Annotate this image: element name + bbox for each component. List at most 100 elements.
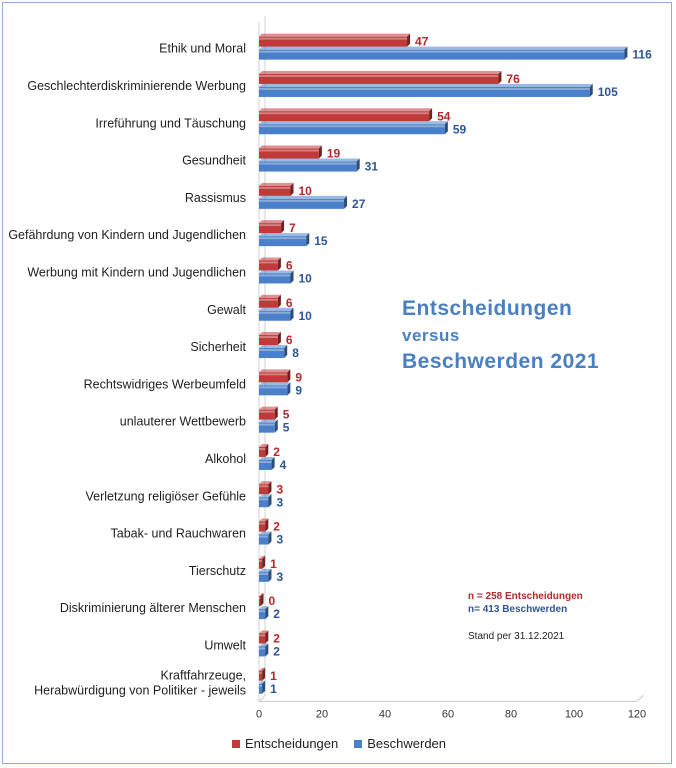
- legend-label-beschwerden: Beschwerden: [367, 736, 447, 751]
- category-label: Umwelt: [204, 638, 246, 652]
- bar-entscheidungen: [259, 33, 411, 47]
- legend: Entscheidungen Beschwerden: [232, 736, 446, 751]
- bar-beschwerden: [259, 456, 275, 470]
- x-tick-label: 120: [628, 708, 646, 720]
- bar-beschwerden: [259, 83, 593, 97]
- legend-swatch-beschwerden: [354, 739, 363, 748]
- value-label-entscheidungen: 6: [286, 296, 293, 310]
- value-label-beschwerden: 105: [598, 85, 618, 99]
- category-label: Rechtswidriges Werbeumfeld: [84, 377, 246, 391]
- bar-beschwerden: [259, 121, 448, 135]
- value-label-beschwerden: 9: [295, 383, 302, 397]
- value-label-entscheidungen: 6: [286, 333, 293, 347]
- value-label-entscheidungen: 54: [437, 109, 451, 123]
- value-label-beschwerden: 3: [276, 495, 283, 509]
- bar-entscheidungen: [259, 257, 281, 271]
- value-label-beschwerden: 10: [299, 309, 313, 323]
- bar-entscheidungen: [259, 555, 266, 569]
- legend-beschwerden: Beschwerden: [354, 736, 446, 751]
- value-label-entscheidungen: 2: [273, 631, 280, 645]
- category-label: Sicherheit: [190, 340, 246, 354]
- value-label-beschwerden: 59: [453, 122, 467, 136]
- value-label-beschwerden: 2: [273, 607, 280, 621]
- category-label: Diskriminierung älterer Menschen: [60, 601, 246, 615]
- bar-beschwerden: [259, 233, 310, 247]
- bar-beschwerden: [259, 270, 294, 284]
- value-label-entscheidungen: 0: [269, 594, 276, 608]
- bar-entscheidungen: [259, 108, 433, 122]
- bar-entscheidungen: [259, 481, 272, 495]
- category-label: Verletzung religiöser Gefühle: [85, 489, 246, 503]
- value-label-entscheidungen: 2: [273, 520, 280, 534]
- category-label: Kraftfahrzeuge,: [161, 668, 246, 682]
- title-line-2: versus: [402, 326, 460, 345]
- bar-entscheidungen: [259, 593, 264, 607]
- value-label-beschwerden: 8: [292, 346, 299, 360]
- bar-beschwerden: [259, 643, 269, 657]
- category-label: Alkohol: [205, 452, 246, 466]
- legend-entscheidungen: Entscheidungen: [232, 736, 338, 751]
- value-label-beschwerden: 1: [270, 682, 277, 696]
- value-label-beschwerden: 15: [314, 234, 328, 248]
- chart-title: Entscheidungen versus Beschwerden 2021: [402, 296, 599, 376]
- beschwerden-total: n= 413 Beschwerden: [468, 604, 568, 615]
- value-label-entscheidungen: 7: [289, 221, 296, 235]
- value-label-entscheidungen: 5: [283, 408, 290, 422]
- value-label-beschwerden: 3: [276, 533, 283, 547]
- bar-beschwerden: [259, 46, 628, 60]
- category-label: Gewalt: [207, 303, 246, 317]
- bar-entscheidungen: [259, 220, 285, 234]
- value-label-beschwerden: 3: [276, 570, 283, 584]
- x-axis-depth: [636, 695, 644, 702]
- category-label: Ethik und Moral: [159, 42, 246, 56]
- stand-date: Stand per 31.12.2021: [468, 631, 565, 642]
- entscheidungen-total: n = 258 Entscheidungen: [468, 591, 583, 602]
- x-tick-label: 60: [442, 708, 454, 720]
- value-label-entscheidungen: 2: [273, 445, 280, 459]
- category-label: Gefährdung von Kindern und Jugendlichen: [8, 228, 246, 242]
- value-label-entscheidungen: 19: [327, 147, 341, 161]
- bar-beschwerden: [259, 382, 291, 396]
- x-tick-label: 80: [505, 708, 517, 720]
- value-label-beschwerden: 4: [280, 458, 287, 472]
- bar-beschwerden: [259, 195, 348, 209]
- x-tick-label: 40: [379, 708, 391, 720]
- bar-entscheidungen: [259, 182, 294, 196]
- category-label: unlauterer Wettbewerb: [120, 415, 246, 429]
- value-label-beschwerden: 10: [299, 271, 313, 285]
- bar-beschwerden: [259, 307, 294, 321]
- bar-entscheidungen: [259, 667, 266, 681]
- value-label-beschwerden: 5: [283, 421, 290, 435]
- bar-entscheidungen: [259, 294, 281, 308]
- bar-beschwerden: [259, 531, 272, 545]
- value-label-entscheidungen: 47: [415, 35, 429, 49]
- title-line-3: Beschwerden 2021: [402, 350, 600, 373]
- bar-beschwerden: [259, 345, 288, 359]
- x-tick-label: 0: [256, 708, 262, 720]
- value-label-entscheidungen: 10: [299, 184, 313, 198]
- value-label-entscheidungen: 1: [270, 669, 277, 683]
- value-label-beschwerden: 27: [352, 197, 366, 211]
- value-label-beschwerden: 31: [365, 160, 379, 174]
- bar-beschwerden: [259, 568, 272, 582]
- bar-entscheidungen: [259, 369, 291, 383]
- value-label-entscheidungen: 76: [506, 72, 520, 86]
- x-tick-label: 100: [565, 708, 583, 720]
- bar-beschwerden: [259, 419, 278, 433]
- legend-label-entscheidungen: Entscheidungen: [245, 736, 339, 751]
- value-label-entscheidungen: 1: [270, 557, 277, 571]
- category-label: Tierschutz: [189, 564, 246, 578]
- title-line-1: Entscheidungen: [402, 297, 573, 320]
- bar-entscheidungen: [259, 406, 278, 420]
- value-label-entscheidungen: 9: [295, 370, 302, 384]
- bar-entscheidungen: [259, 443, 269, 457]
- value-label-entscheidungen: 6: [286, 258, 293, 272]
- legend-swatch-entscheidungen: [232, 739, 240, 748]
- category-label: Herabwürdigung von Politiker - jeweils: [34, 683, 246, 697]
- category-label: Geschlechterdiskriminierende Werbung: [27, 79, 246, 93]
- value-label-beschwerden: 2: [273, 644, 280, 658]
- category-label: Rassismus: [185, 191, 246, 205]
- category-label: Werbung mit Kindern und Jugendlichen: [27, 265, 246, 279]
